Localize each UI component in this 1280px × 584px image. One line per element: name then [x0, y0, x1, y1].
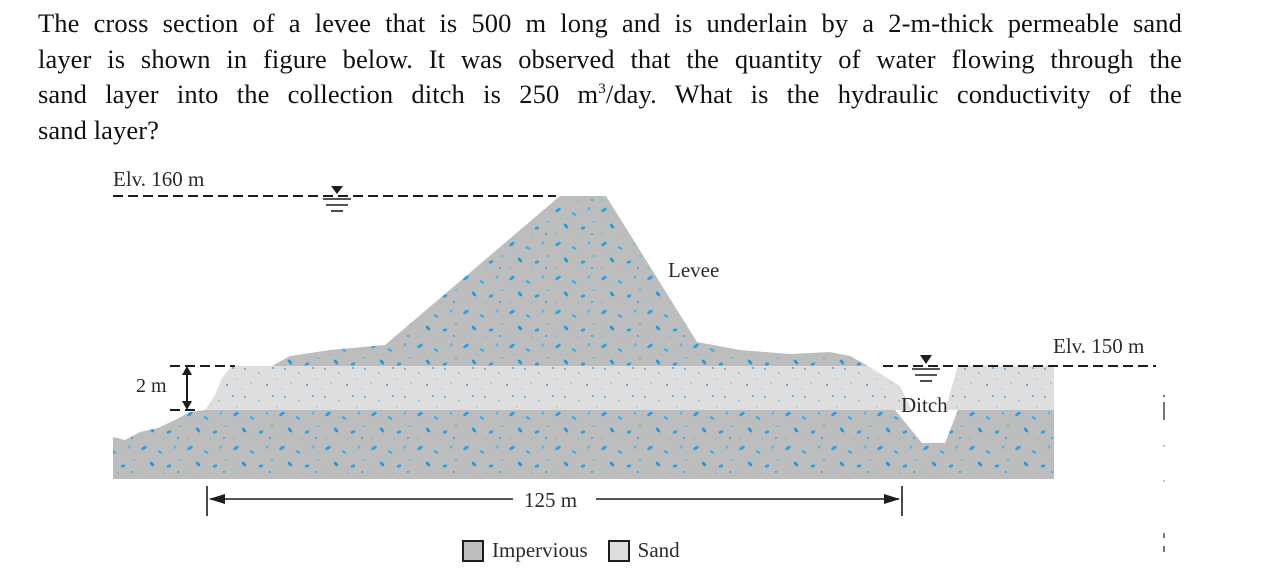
ditch-label: Ditch [901, 393, 948, 417]
thickness-arrow-icon [182, 366, 192, 410]
question-text: The cross section of a levee that is 500… [38, 6, 1182, 148]
impervious-swatch-icon [462, 539, 484, 562]
legend: Impervious Sand [462, 538, 680, 563]
question-line-4: sand layer? [38, 114, 160, 145]
length-label: 125 m [524, 488, 578, 512]
question-line-2: layer is shown in figure below. It was o… [38, 43, 1182, 74]
question-line-1: The cross section of a levee that is 500… [38, 8, 1182, 38]
downstream-water-symbol-icon [912, 355, 940, 382]
legend-sand-label: Sand [637, 538, 680, 562]
downstream-elevation-label: Elv. 150 m [1053, 334, 1145, 358]
sand-layer-right [945, 366, 1054, 410]
legend-impervious-label: Impervious [492, 538, 588, 562]
levee-label: Levee [668, 258, 720, 282]
impervious-base [113, 410, 1054, 479]
scan-artifact [1162, 394, 1166, 552]
sand-layer [205, 366, 912, 410]
upstream-elevation-label: Elv. 160 m [113, 167, 205, 191]
length-arrow-icon [209, 494, 900, 504]
levee-body [272, 196, 868, 366]
sand-thickness-label: 2 m [136, 375, 167, 397]
question-line-3: sand layer into the collection ditch is … [38, 79, 1182, 109]
sand-swatch-icon [607, 539, 630, 562]
superscript: 3 [598, 81, 606, 98]
upstream-water-symbol-icon [323, 186, 351, 212]
